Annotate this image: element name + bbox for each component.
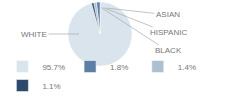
svg-text:95.7%: 95.7%	[42, 63, 65, 72]
svg-text:ASIAN: ASIAN	[156, 10, 180, 19]
svg-text:1.1%: 1.1%	[42, 82, 60, 91]
svg-text:WHITE: WHITE	[21, 30, 47, 39]
svg-text:BLACK: BLACK	[155, 46, 182, 55]
svg-text:1.8%: 1.8%	[110, 63, 128, 72]
svg-text:1.4%: 1.4%	[178, 63, 196, 72]
svg-text:HISPANIC: HISPANIC	[150, 28, 187, 37]
